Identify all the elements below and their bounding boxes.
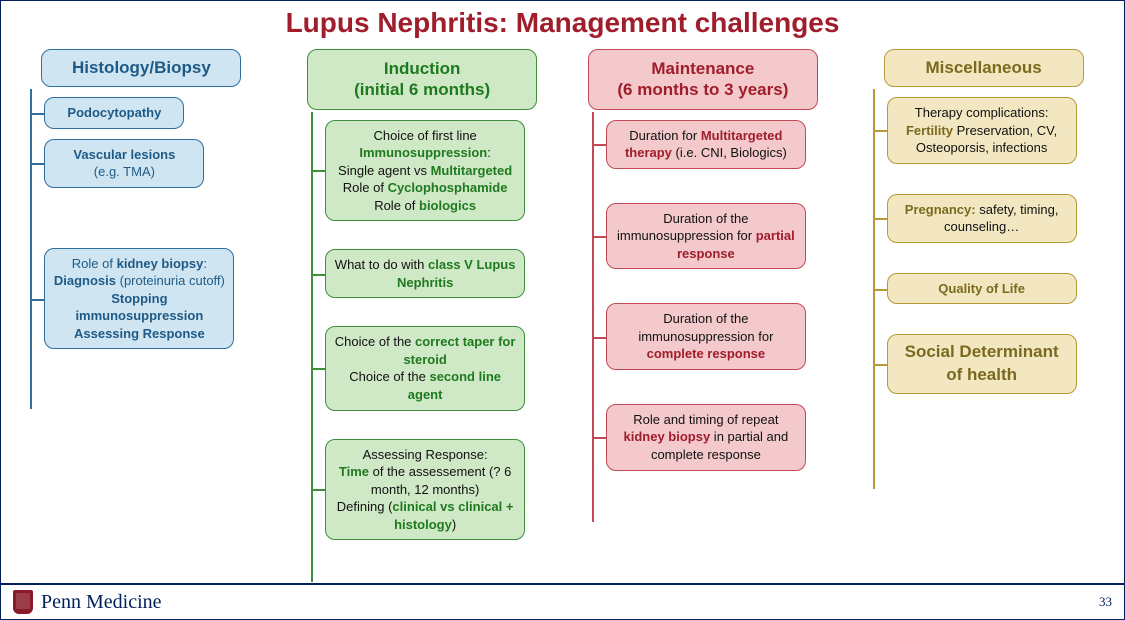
column-maintenance: Maintenance(6 months to 3 years) Duration… xyxy=(578,49,828,579)
connector-horizontal xyxy=(312,274,326,276)
content-box: Pregnancy: safety, timing, counseling… xyxy=(887,194,1077,243)
column-header-maintenance: Maintenance(6 months to 3 years) xyxy=(588,49,818,110)
slide-title: Lupus Nephritis: Management challenges xyxy=(1,1,1124,39)
connector-horizontal xyxy=(31,163,45,165)
connector-horizontal xyxy=(593,144,607,146)
connector-vertical xyxy=(311,112,313,582)
content-box: Therapy complications: Fertility Preserv… xyxy=(887,97,1077,164)
column-header-histology: Histology/Biopsy xyxy=(41,49,241,87)
content-box: Role of kidney biopsy:Diagnosis (protein… xyxy=(44,248,234,350)
content-box: Duration of the immunosuppression for pa… xyxy=(606,203,806,270)
connector-horizontal xyxy=(874,130,888,132)
content-box: Choice of the correct taper for steroidC… xyxy=(325,326,525,410)
slide: Lupus Nephritis: Management challenges H… xyxy=(0,0,1125,620)
connector-horizontal xyxy=(312,170,326,172)
connector-horizontal xyxy=(874,289,888,291)
connector-horizontal xyxy=(31,113,45,115)
connector-horizontal xyxy=(593,437,607,439)
page-number: 33 xyxy=(1099,594,1112,610)
content-box: What to do with class V Lupus Nephritis xyxy=(325,249,525,298)
connector-horizontal xyxy=(312,368,326,370)
column-misc: Miscellaneous Therapy complications: Fert… xyxy=(859,49,1109,579)
brand-text: Penn Medicine xyxy=(41,591,162,614)
content-box: Podocytopathy xyxy=(44,97,184,129)
connector-horizontal xyxy=(593,236,607,238)
boxes-maintenance: Duration for Multitargeted therapy (i.e.… xyxy=(578,120,828,471)
connector-horizontal xyxy=(593,337,607,339)
content-box: Vascular lesions(e.g. TMA) xyxy=(44,139,204,188)
content-box: Role and timing of repeat kidney biopsy … xyxy=(606,404,806,471)
columns-container: Histology/Biopsy Podocytopathy Vascular le… xyxy=(1,49,1124,579)
connector-vertical xyxy=(30,89,32,409)
content-box: Duration for Multitargeted therapy (i.e.… xyxy=(606,120,806,169)
content-box: Duration of the immunosuppression for co… xyxy=(606,303,806,370)
content-box: Assessing Response:Time of the assesseme… xyxy=(325,439,525,541)
content-box: Social Determinant of health xyxy=(887,334,1077,394)
connector-horizontal xyxy=(312,489,326,491)
column-header-misc: Miscellaneous xyxy=(884,49,1084,87)
boxes-misc: Therapy complications: Fertility Preserv… xyxy=(859,97,1109,394)
content-box: Quality of Life xyxy=(887,273,1077,305)
content-box: Choice of first line Immunosuppression:S… xyxy=(325,120,525,222)
connector-horizontal xyxy=(874,364,888,366)
connector-horizontal xyxy=(31,299,45,301)
column-header-induction: Induction(initial 6 months) xyxy=(307,49,537,110)
connector-horizontal xyxy=(874,218,888,220)
connector-vertical xyxy=(592,112,594,522)
brand-logo: Penn Medicine xyxy=(13,590,162,614)
footer: Penn Medicine 33 xyxy=(1,583,1124,619)
boxes-induction: Choice of first line Immunosuppression:S… xyxy=(297,120,547,541)
shield-icon xyxy=(13,590,33,614)
column-induction: Induction(initial 6 months) Choice of fir… xyxy=(297,49,547,579)
column-histology: Histology/Biopsy Podocytopathy Vascular le… xyxy=(16,49,266,579)
boxes-histology: Podocytopathy Vascular lesions(e.g. TMA) R… xyxy=(16,97,266,349)
